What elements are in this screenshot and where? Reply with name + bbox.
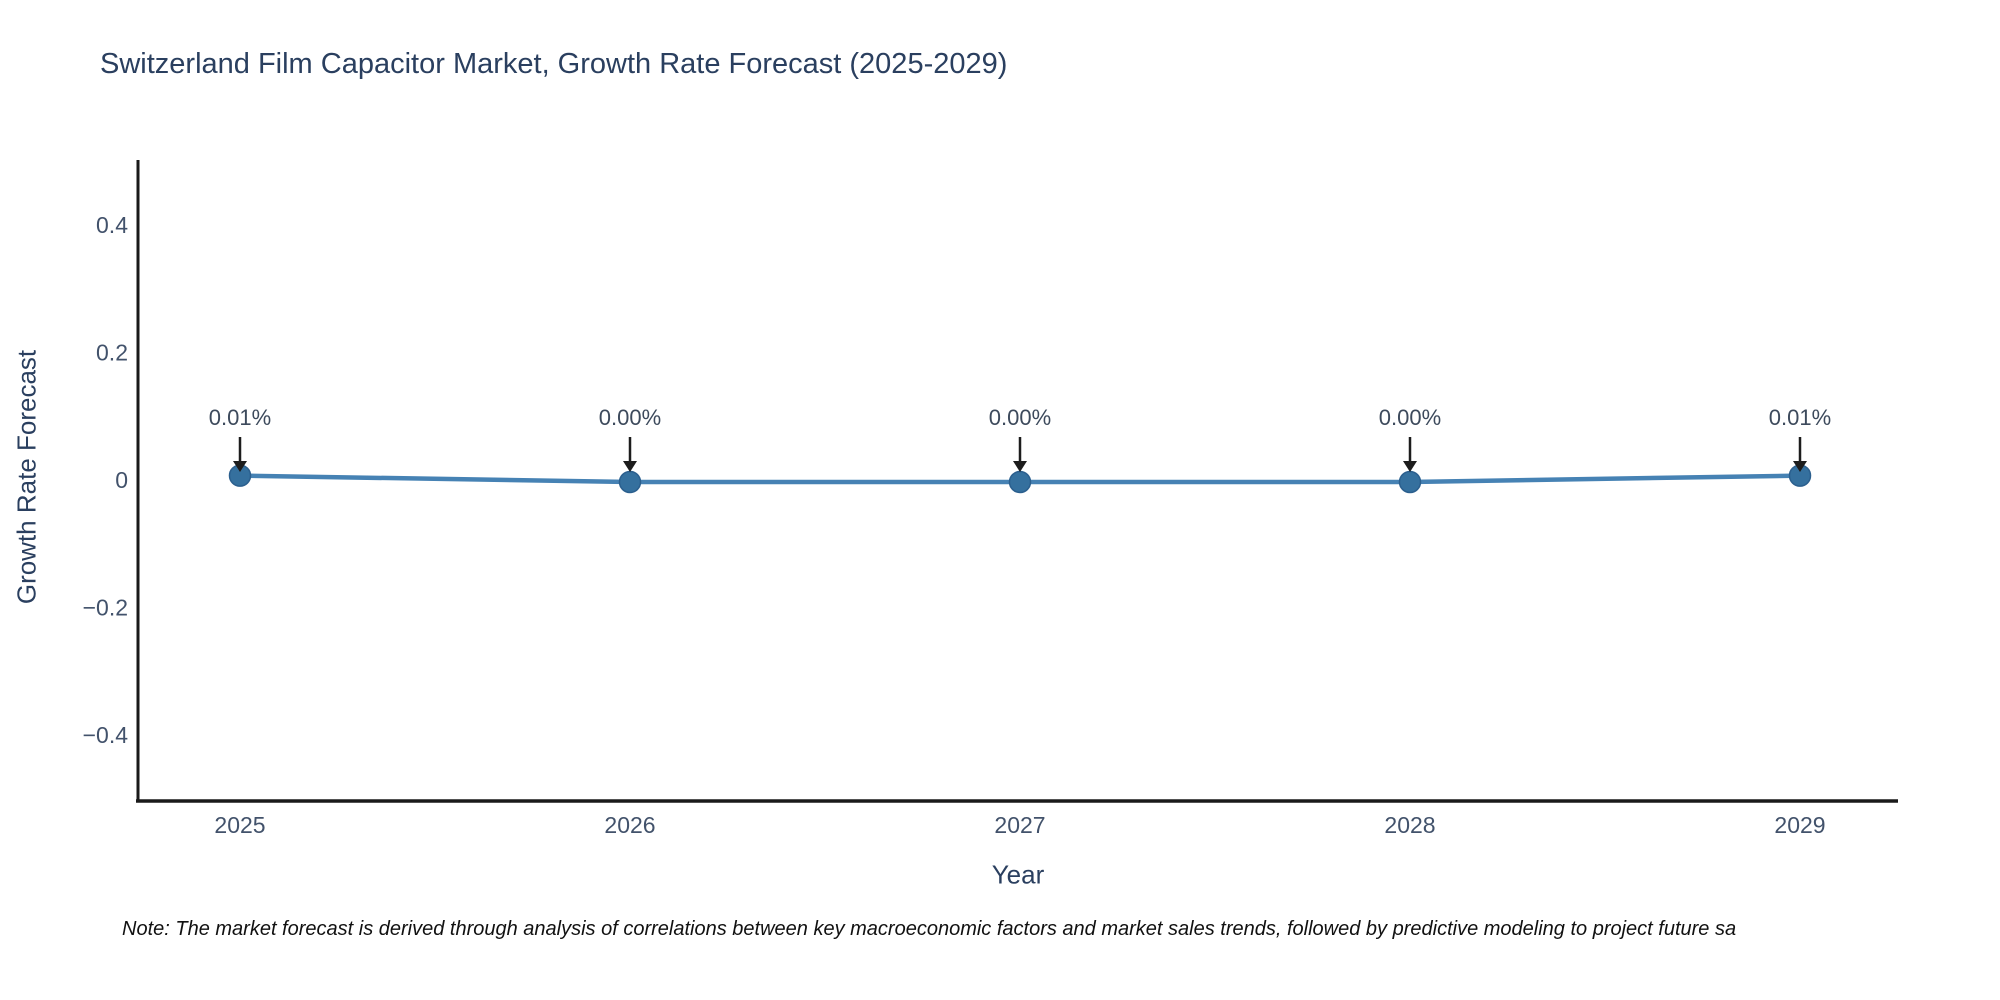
data-point-marker (1398, 470, 1422, 494)
data-point-annotation: 0.01% (1769, 405, 1831, 430)
annotation-arrowhead-icon (623, 461, 637, 472)
annotation-arrowhead-icon (1403, 461, 1417, 472)
chart-title: Switzerland Film Capacitor Market, Growt… (100, 48, 1008, 80)
data-point-annotation: 0.00% (1379, 405, 1441, 430)
data-point-marker (618, 470, 642, 494)
data-point-annotation: 0.00% (989, 405, 1051, 430)
data-point-annotation: 0.00% (599, 405, 661, 430)
annotation-arrowhead-icon (233, 461, 247, 472)
y-tick-label: 0.4 (96, 212, 128, 238)
y-tick-label: −0.4 (83, 722, 129, 748)
methodology-note: Note: The market forecast is derived thr… (122, 918, 1737, 940)
x-tick-label: 2029 (1774, 812, 1825, 838)
data-point-annotation: 0.01% (209, 405, 271, 430)
x-tick-label: 2026 (604, 812, 655, 838)
y-tick-label: −0.2 (83, 595, 128, 621)
y-tick-label: 0 (115, 467, 128, 493)
data-point-marker (1008, 470, 1032, 494)
x-tick-label: 2027 (994, 812, 1045, 838)
x-tick-label: 2028 (1384, 812, 1435, 838)
annotation-arrowhead-icon (1793, 461, 1807, 472)
x-axis-title: Year (991, 859, 1045, 890)
x-tick-label: 2025 (214, 812, 265, 838)
annotation-arrowhead-icon (1013, 461, 1027, 472)
y-tick-label: 0.2 (96, 340, 128, 366)
